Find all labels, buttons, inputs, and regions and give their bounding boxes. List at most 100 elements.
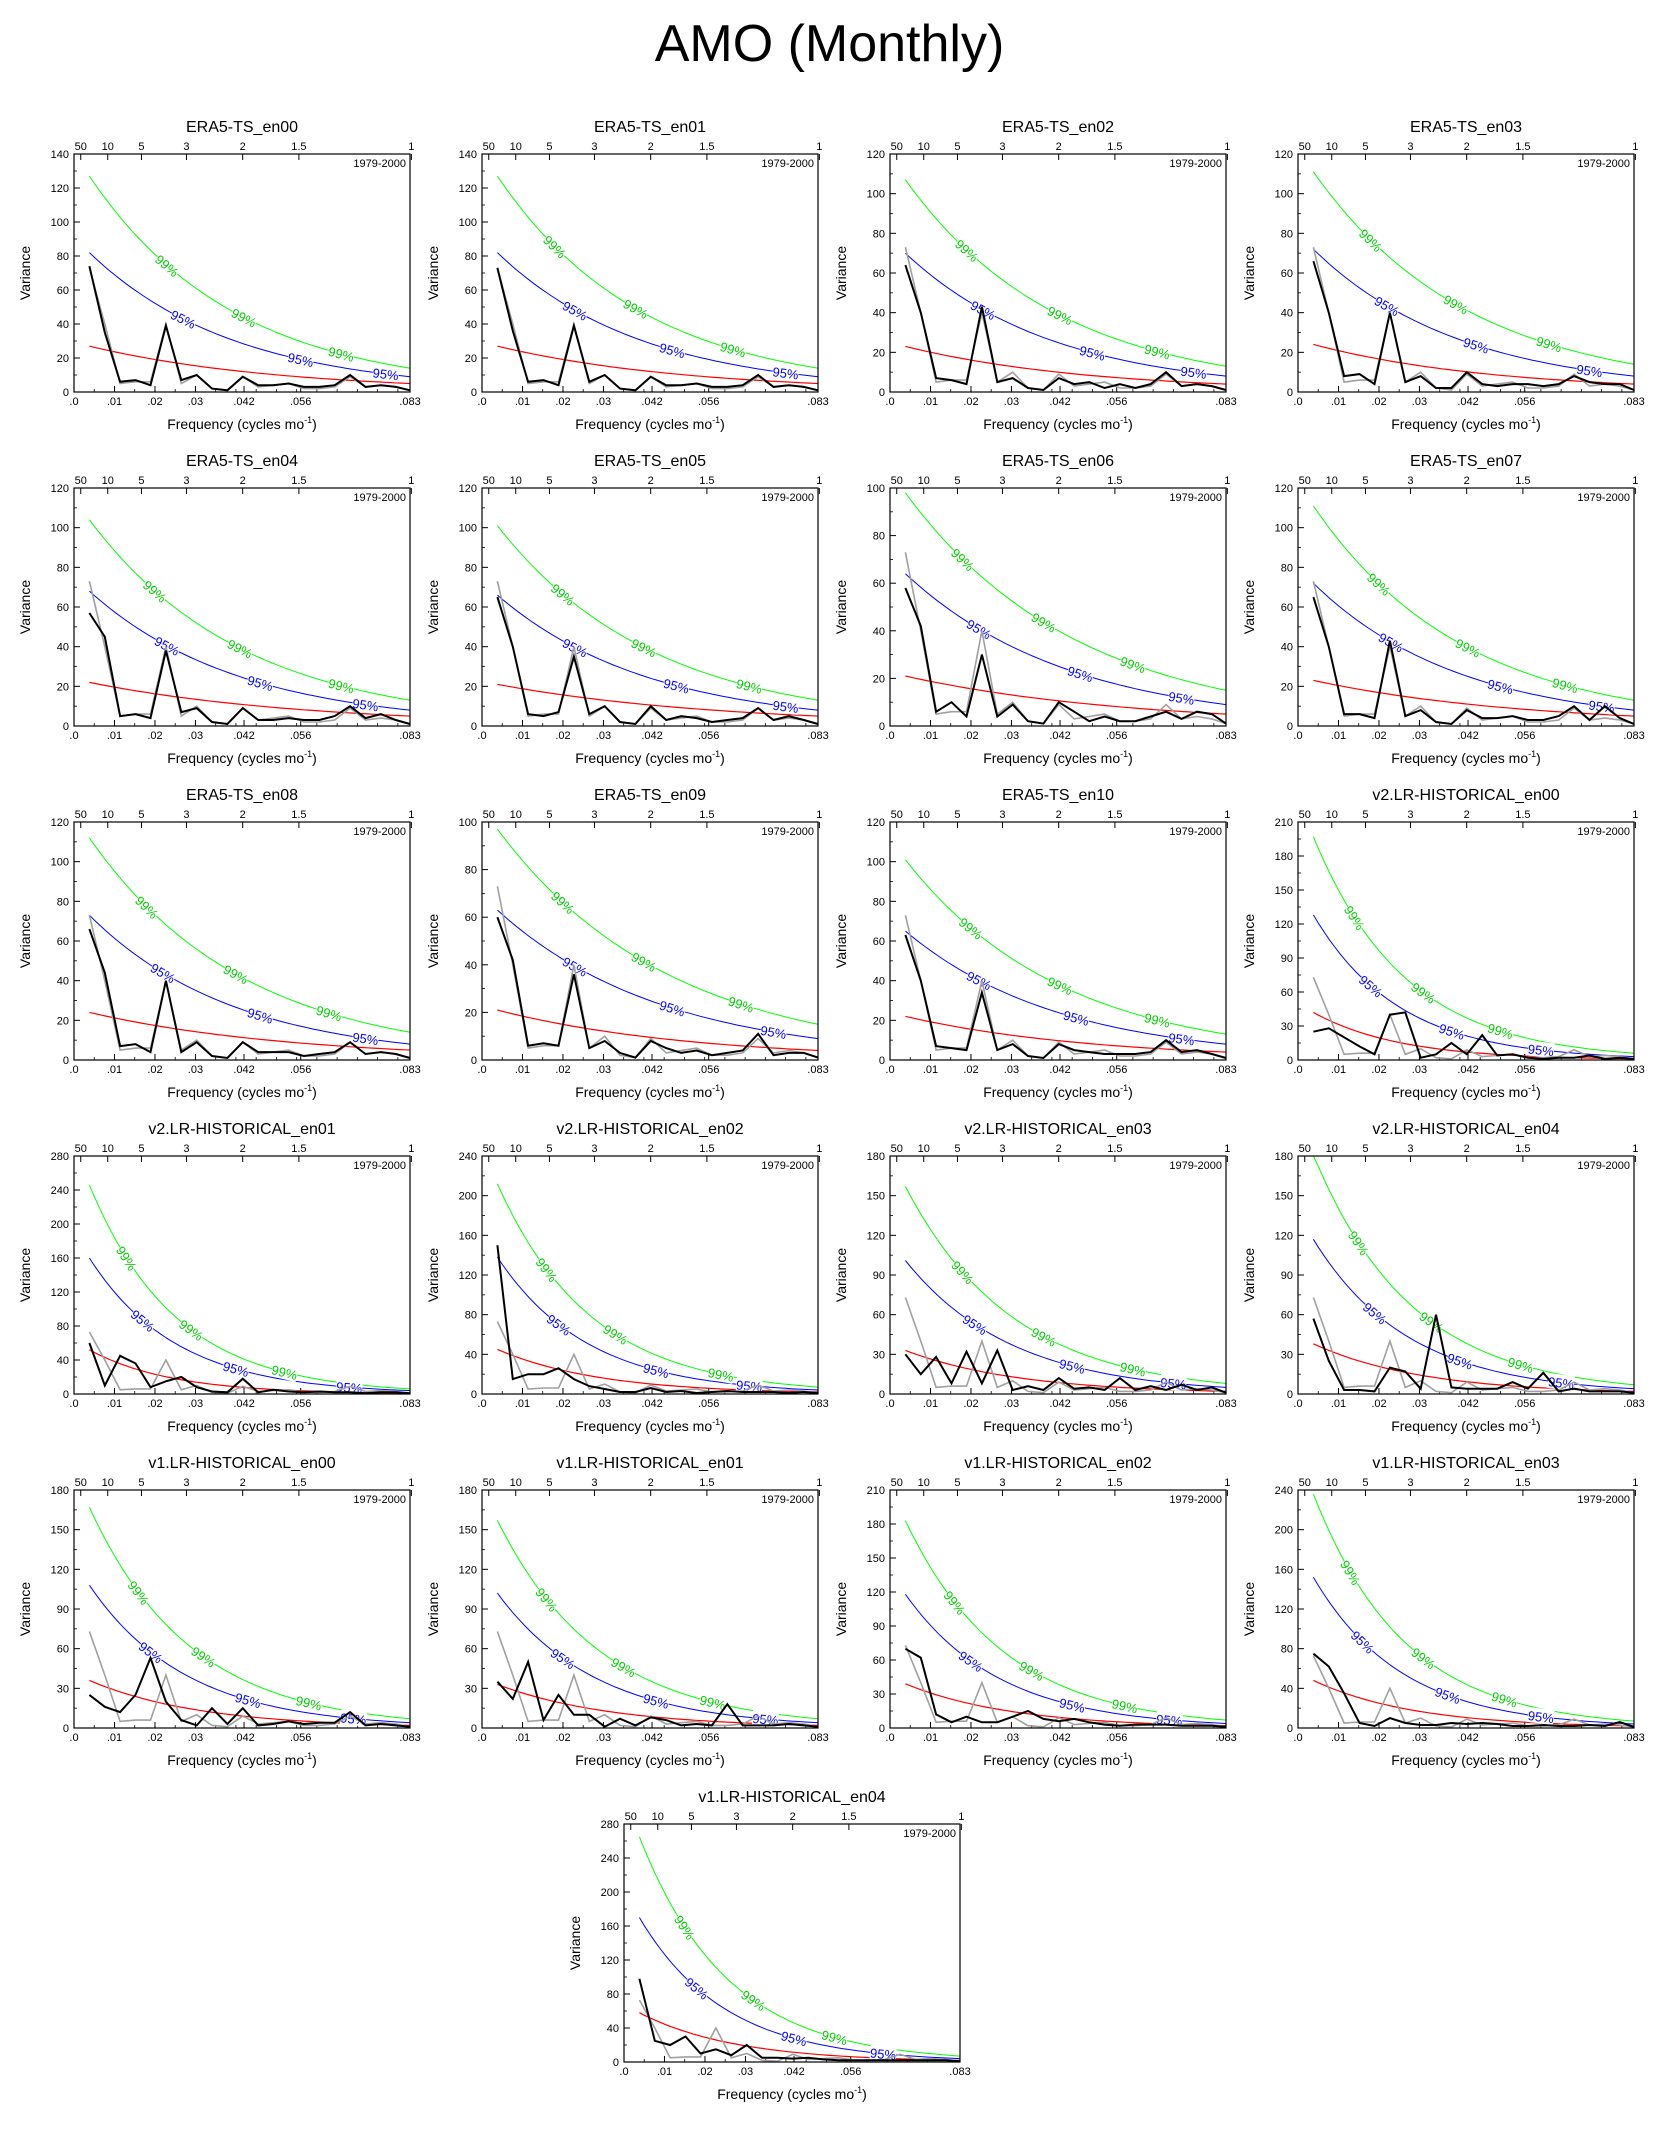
ci95-label: 95% — [560, 298, 590, 324]
x-tick-label: .042 — [1457, 1398, 1478, 1410]
x-tick-label: .03 — [1412, 396, 1427, 408]
x-tick-label: .042 — [641, 1398, 662, 1410]
x-axis-label-close: ) — [312, 1752, 317, 1768]
y-tick-label: 20 — [873, 347, 885, 359]
plot-frame — [73, 1489, 411, 1729]
ci99-label-bg — [326, 674, 356, 696]
x-tick-label: .01 — [515, 1398, 530, 1410]
y-tick-label: 60 — [57, 936, 69, 948]
x-tick-label: .042 — [233, 1064, 254, 1076]
x-axis-label: Frequency (cycles mo-1) — [167, 749, 317, 766]
ci95-label: 95% — [964, 616, 994, 642]
ci99-label: 99% — [1341, 903, 1368, 933]
period-tick-label: 10 — [510, 1477, 522, 1489]
x-tick-label: .056 — [290, 730, 311, 742]
y-tick-label: 180 — [867, 1151, 885, 1163]
x-tick-label: .083 — [1623, 1732, 1644, 1744]
x-tick-label: .083 — [399, 396, 420, 408]
y-tick-label: 60 — [57, 1644, 69, 1656]
x-tick-label: .01 — [107, 1398, 122, 1410]
x-tick-label: .03 — [1004, 1064, 1019, 1076]
ci99-label-bg — [1016, 1657, 1047, 1684]
panel-title: v1.LR-HISTORICAL_en03 — [1372, 1455, 1559, 1472]
period-label: 1979-2000 — [1169, 826, 1222, 838]
x-tick-label: .02 — [697, 2066, 712, 2078]
period-tick-label: 1.5 — [699, 475, 714, 487]
plot-frame — [623, 1823, 961, 2063]
ci99-label-bg — [1453, 634, 1484, 660]
x-axis-label: Frequency (cycles mo-1) — [983, 1751, 1133, 1768]
plot-frame — [889, 153, 1227, 393]
ci99-label-bg — [1408, 1643, 1439, 1672]
ci99-label-bg — [294, 1691, 324, 1713]
period-tick-label: 50 — [483, 141, 495, 153]
ci99-label-bg — [600, 1320, 631, 1348]
spectrum-line — [496, 916, 819, 1059]
x-tick-label: .056 — [698, 1064, 719, 1076]
x-axis-label-text: Frequency (cycles mo — [575, 416, 712, 432]
ci99-label-bg — [738, 1986, 769, 2014]
spectrum-line — [496, 267, 819, 392]
ci95-label-bg — [1179, 362, 1208, 381]
period-tick-label: 2 — [1464, 475, 1470, 487]
y-axis-label: Variance — [425, 246, 441, 300]
panel-title: v1.LR-HISTORICAL_en00 — [148, 1455, 335, 1472]
x-tick-label: .03 — [1412, 1064, 1427, 1076]
period-tick-label: 10 — [510, 809, 522, 821]
y-tick-label: 180 — [51, 1485, 69, 1497]
x-axis-label: Frequency (cycles mo-1) — [1391, 415, 1541, 432]
ci99-curve — [88, 837, 411, 1033]
y-tick-label: 0 — [471, 1723, 477, 1735]
x-tick-label: .02 — [555, 730, 570, 742]
x-tick-label: .02 — [555, 1064, 570, 1076]
ci95-label-bg — [956, 1647, 987, 1675]
y-tick-label: 20 — [873, 673, 885, 685]
period-tick-label: 1 — [408, 809, 414, 821]
period-tick-label: 1 — [408, 1477, 414, 1489]
plot-frame — [481, 153, 819, 393]
x-tick-label: .083 — [1623, 730, 1644, 742]
x-axis-label-close: ) — [862, 2086, 867, 2102]
x-tick-label: .03 — [596, 1732, 611, 1744]
ci95-curve — [89, 914, 411, 1045]
y-tick-label: 0 — [1287, 387, 1293, 399]
x-tick-label: .02 — [555, 1398, 570, 1410]
red-noise-curve — [639, 2012, 961, 2061]
y-tick-label: 0 — [1287, 1723, 1293, 1735]
ci95-label-bg — [128, 1306, 158, 1335]
ci99-label: 99% — [1337, 1558, 1363, 1588]
x-axis-label-close: ) — [1128, 1418, 1133, 1434]
ci99-label-bg — [734, 675, 764, 696]
y-tick-label: 120 — [867, 1587, 885, 1599]
chart-panel: v2.LR-HISTORICAL_en00 1979-2000 .0 .01 .02 .0… — [1241, 787, 1645, 1100]
x-tick-label: .02 — [1371, 1064, 1386, 1076]
y-tick-label: 80 — [57, 896, 69, 908]
ci95-label: 95% — [1058, 1695, 1087, 1716]
x-tick-label: .0 — [477, 1732, 486, 1744]
x-tick-label: .03 — [1004, 1732, 1019, 1744]
ci99-label: 99% — [221, 962, 251, 988]
y-tick-label: 60 — [873, 936, 885, 948]
chart-panel: ERA5-TS_en08 1979-2000 .0 .01 .02 .03 .042 .056… — [17, 787, 421, 1100]
ci99-label-bg — [1441, 290, 1472, 317]
period-tick-label: 50 — [75, 475, 87, 487]
x-tick-label: .083 — [1215, 730, 1236, 742]
y-tick-label: 90 — [1281, 953, 1293, 965]
chart-panel: ERA5-TS_en03 1979-2000 .0 .01 .02 .03 .042 .056… — [1241, 119, 1645, 432]
y-axis-label: Variance — [425, 580, 441, 634]
ci99-curve — [1312, 1155, 1635, 1386]
spectrum-line — [1312, 1652, 1635, 1728]
period-tick-label: 10 — [918, 475, 930, 487]
y-tick-label: 90 — [873, 1270, 885, 1282]
y-tick-label: 40 — [873, 976, 885, 988]
x-axis-label-close: ) — [720, 1752, 725, 1768]
y-tick-label: 100 — [51, 217, 69, 229]
ci99-label: 99% — [706, 1365, 735, 1385]
x-tick-label: .03 — [188, 730, 203, 742]
ci95-label-bg — [1461, 333, 1491, 356]
x-tick-label: .056 — [1514, 1732, 1535, 1744]
y-tick-label: 0 — [879, 1055, 885, 1067]
period-tick-label: 1.5 — [699, 141, 714, 153]
ci99-label-bg — [1550, 674, 1580, 696]
x-axis-label-close: ) — [1128, 750, 1133, 766]
